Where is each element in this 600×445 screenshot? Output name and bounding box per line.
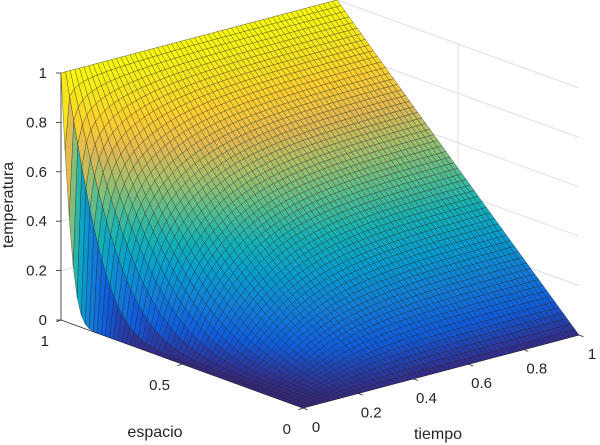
y-tick-label: 0.5	[149, 377, 170, 394]
x-tick	[413, 378, 419, 381]
tick-labels: 0 0.2 0.4 0.6 0.8 1 0 0.5 1 0 0.2 0.4 0.6 0.8 1	[26, 65, 596, 438]
z-tick-label: 0.4	[26, 213, 47, 230]
y-axis-label: espacio	[127, 424, 182, 441]
temperature-surface	[60, 0, 580, 409]
x-tick-label: 0.2	[361, 404, 382, 421]
x-tick	[358, 393, 363, 396]
x-tick-label: 1	[588, 346, 596, 363]
x-tick	[468, 363, 474, 367]
y-tick	[177, 363, 183, 367]
x-tick	[302, 407, 308, 411]
x-tick	[523, 349, 529, 352]
z-axis-label: temperatura	[0, 162, 17, 248]
x-axis-label: tiempo	[414, 426, 462, 443]
y-tick	[298, 407, 304, 411]
z-tick-label: 1	[39, 65, 47, 82]
z-tick-label: 0.2	[26, 263, 47, 280]
x-tick	[578, 334, 584, 338]
z-tick-label: 0.6	[26, 164, 47, 181]
z-tick-label: 0.8	[26, 114, 47, 131]
x-tick-label: 0.6	[471, 375, 492, 392]
x-tick-label: 0	[312, 419, 320, 436]
axis-labels: temperatura espacio tiempo	[0, 162, 462, 443]
x-tick-label: 0.8	[526, 361, 547, 378]
x-tick-label: 0.4	[416, 390, 437, 407]
surface-face	[60, 71, 70, 150]
z-tick-label: 0	[39, 312, 47, 329]
y-tick-label: 1	[41, 333, 49, 350]
y-tick-label: 0	[283, 421, 291, 438]
